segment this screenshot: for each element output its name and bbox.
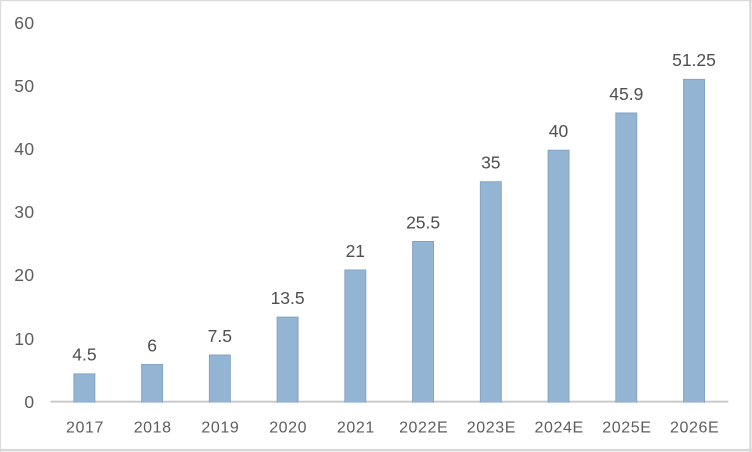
svg-text:7.5: 7.5	[208, 326, 232, 346]
svg-text:2018: 2018	[134, 419, 172, 436]
svg-text:21: 21	[346, 241, 365, 261]
svg-text:35: 35	[481, 153, 500, 173]
svg-text:10: 10	[14, 329, 34, 349]
svg-text:2019: 2019	[201, 419, 239, 436]
svg-text:51.25: 51.25	[672, 50, 716, 70]
svg-text:50: 50	[14, 76, 34, 96]
svg-text:4.5: 4.5	[72, 345, 96, 365]
svg-text:2022E: 2022E	[399, 419, 448, 436]
svg-text:2025E: 2025E	[602, 419, 651, 436]
svg-text:13.5: 13.5	[271, 288, 305, 308]
svg-text:2026E: 2026E	[670, 419, 719, 436]
svg-text:45.9: 45.9	[609, 84, 643, 104]
svg-text:20: 20	[14, 265, 34, 285]
svg-text:2017: 2017	[66, 419, 104, 436]
svg-text:40: 40	[14, 139, 34, 159]
svg-text:0: 0	[24, 392, 34, 412]
svg-text:2020: 2020	[269, 419, 307, 436]
svg-text:2023E: 2023E	[467, 419, 516, 436]
svg-text:2024E: 2024E	[534, 419, 583, 436]
svg-text:60: 60	[14, 13, 34, 33]
svg-text:6: 6	[147, 335, 157, 355]
svg-text:25.5: 25.5	[406, 212, 440, 232]
svg-text:2021: 2021	[337, 419, 375, 436]
svg-text:40: 40	[549, 121, 569, 141]
svg-text:30: 30	[14, 202, 34, 222]
